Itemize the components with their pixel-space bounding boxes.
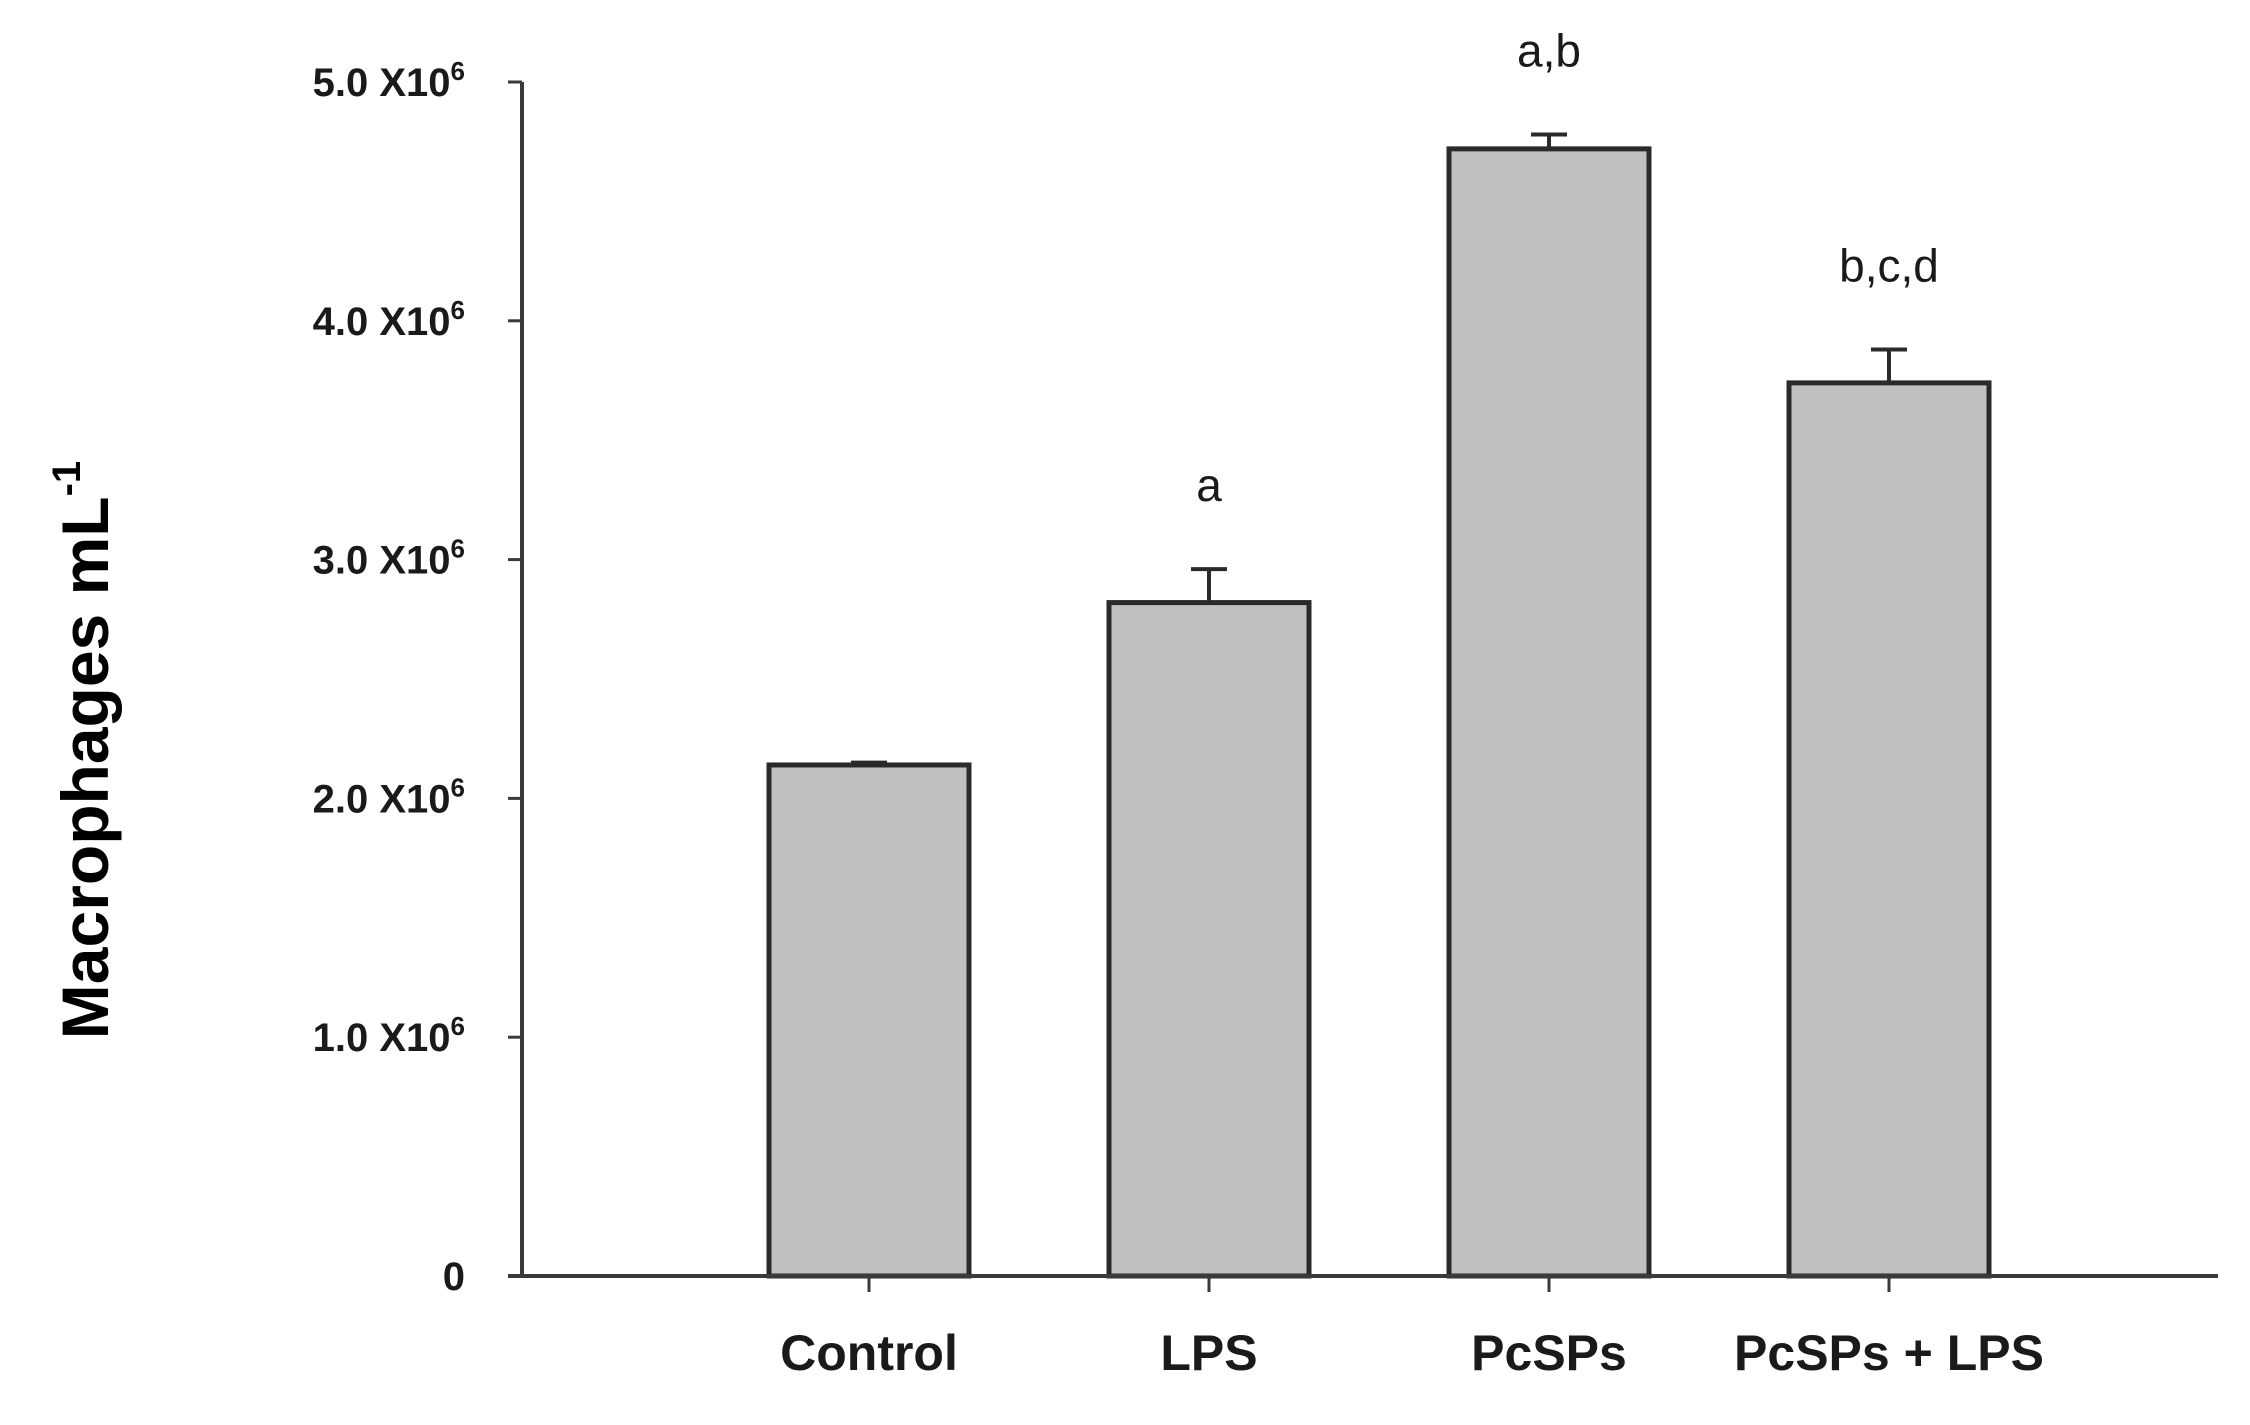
x-tick-labels: Control LPS PcSPs PcSPs + LPS xyxy=(780,1276,2044,1381)
y-tick-label-base: 2.0 X10 xyxy=(313,777,451,821)
y-tick-label: 3.0 X106 xyxy=(313,534,465,583)
y-tick-label: 0 xyxy=(443,1255,465,1299)
y-tick-label-base: 5.0 X10 xyxy=(313,61,451,105)
y-axis-label-text: Macrophages mL xyxy=(48,496,122,1039)
significance-annotation: a,b xyxy=(1517,25,1581,77)
y-tick-label: 4.0 X106 xyxy=(313,295,465,344)
x-tick-label: Control xyxy=(780,1325,958,1381)
y-tick-label-exponent: 6 xyxy=(451,295,465,325)
x-tick-label: PcSPs xyxy=(1471,1325,1627,1381)
axes xyxy=(508,82,2218,1278)
y-tick-label: 1.0 X106 xyxy=(313,1011,465,1060)
y-tick-label-base: 1.0 X10 xyxy=(313,1016,451,1060)
significance-annotations: a a,b b,c,d xyxy=(1196,25,1939,512)
significance-annotation: b,c,d xyxy=(1839,239,1939,291)
bars xyxy=(766,146,1992,1279)
error-bars xyxy=(851,132,1907,765)
y-axis-label: Macrophages mL-1 xyxy=(45,461,122,1039)
y-tick-label-exponent: 6 xyxy=(451,1011,465,1041)
y-tick-label-exponent: 6 xyxy=(451,56,465,86)
bar xyxy=(1106,600,1312,1279)
bar xyxy=(1446,146,1652,1279)
bar xyxy=(766,762,972,1279)
y-tick-label-base: 3.0 X10 xyxy=(313,539,451,583)
y-tick-label-base: 0 xyxy=(443,1255,465,1299)
y-tick-label: 2.0 X106 xyxy=(313,772,465,821)
y-tick-label-base: 4.0 X10 xyxy=(313,300,451,344)
y-tick-label-exponent: 6 xyxy=(451,772,465,802)
y-tick-label: 5.0 X106 xyxy=(313,56,465,105)
y-axis-label-superscript: -1 xyxy=(45,461,89,497)
significance-annotation: a xyxy=(1196,459,1222,511)
y-axis-label-group: Macrophages mL-1 xyxy=(45,461,122,1039)
y-tick-label-exponent: 6 xyxy=(451,534,465,564)
bar xyxy=(1786,380,1992,1279)
x-tick-label: LPS xyxy=(1160,1325,1257,1381)
x-tick-label: PcSPs + LPS xyxy=(1734,1325,2044,1381)
